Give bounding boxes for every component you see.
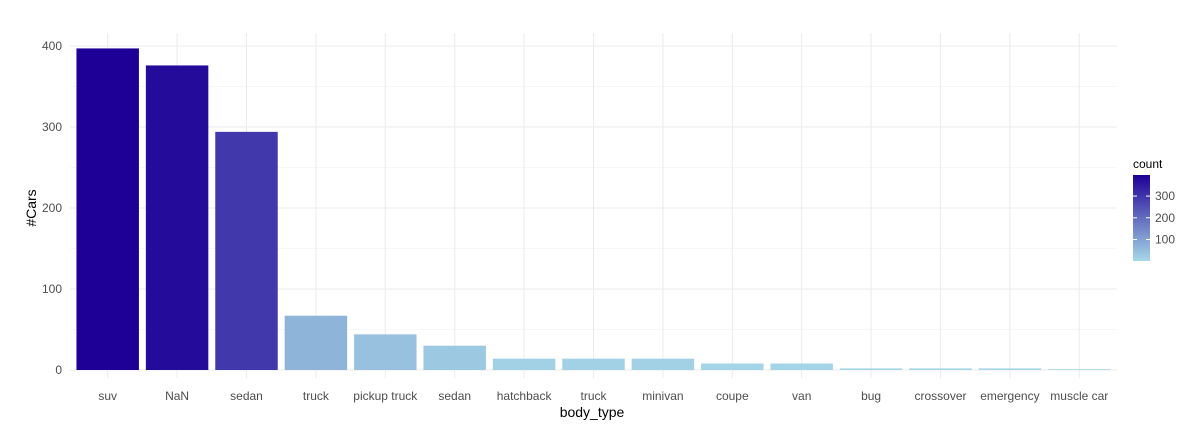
x-tick-label: minivan	[642, 389, 683, 403]
bar	[562, 358, 625, 370]
bar	[1048, 369, 1111, 370]
bar	[215, 131, 278, 370]
bar	[284, 315, 348, 370]
x-tick-label: sedan	[230, 389, 263, 403]
x-axis-ticks: suv NaN sedan truck pickup truck sedan hatchba…	[98, 389, 1108, 403]
x-tick-label: bug	[861, 389, 881, 403]
x-tick-label: emergency	[980, 389, 1039, 403]
x-tick-label: truck	[303, 389, 330, 403]
bar	[701, 363, 764, 370]
legend-colorbar	[1133, 175, 1150, 261]
y-tick-label: 200	[42, 201, 62, 215]
legend-tick-label: 200	[1155, 211, 1175, 225]
y-axis-title: #Cars	[23, 189, 39, 226]
x-tick-label: NaN	[165, 389, 189, 403]
legend-tick-label: 100	[1155, 233, 1175, 247]
y-tick-label: 0	[55, 363, 62, 377]
bar	[909, 368, 972, 370]
bar	[978, 368, 1042, 370]
x-axis-title: body_type	[560, 404, 625, 420]
bar	[839, 368, 903, 370]
bar	[770, 363, 833, 370]
bar	[492, 358, 556, 370]
bar	[354, 334, 417, 370]
y-tick-label: 100	[42, 282, 62, 296]
x-tick-label: muscle car	[1050, 389, 1108, 403]
x-tick-label: coupe	[716, 389, 749, 403]
bar	[423, 345, 486, 370]
x-tick-label: van	[792, 389, 811, 403]
x-tick-label: suv	[98, 389, 117, 403]
legend-title: count	[1133, 157, 1163, 171]
x-tick-label: crossover	[914, 389, 966, 403]
color-legend: count 100 200 300	[1133, 157, 1175, 261]
bars	[76, 48, 1111, 371]
bar	[145, 65, 209, 370]
legend-ticks: 100 200 300	[1133, 189, 1175, 247]
legend-tick-label: 300	[1155, 189, 1175, 203]
x-tick-label: pickup truck	[353, 389, 418, 403]
bar	[631, 358, 695, 370]
x-tick-label: hatchback	[497, 389, 553, 403]
y-axis-ticks: 0 100 200 300 400	[42, 39, 62, 377]
x-tick-label: sedan	[438, 389, 471, 403]
bar	[76, 48, 139, 371]
y-tick-label: 400	[42, 39, 62, 53]
x-tick-label: truck	[580, 389, 607, 403]
y-tick-label: 300	[42, 120, 62, 134]
